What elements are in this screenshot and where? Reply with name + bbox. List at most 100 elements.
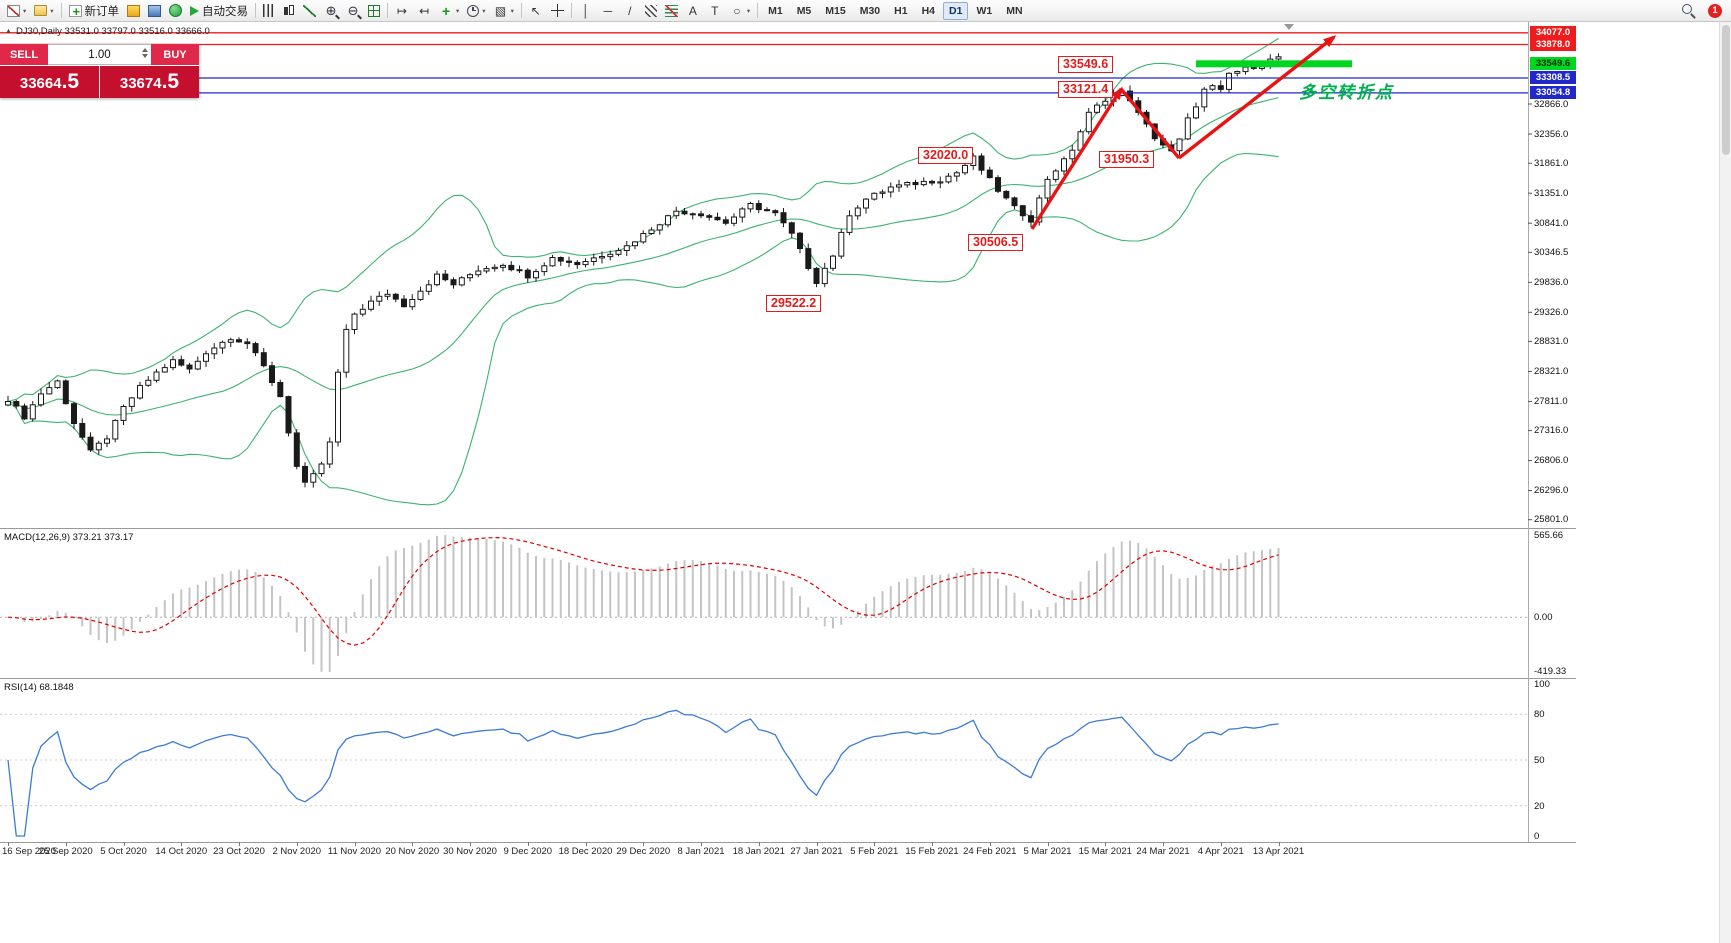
- rsi-label: RSI(14) 68.1848: [4, 682, 74, 693]
- vertical-scrollbar[interactable]: [1719, 22, 1731, 943]
- indicators-icon[interactable]: + ▾: [435, 1, 463, 20]
- text-icon-glyph: A: [688, 3, 697, 18]
- toolbar-separator: [570, 3, 572, 18]
- horizontal-line-icon-glyph: ─: [603, 3, 613, 18]
- buy-button[interactable]: BUY: [151, 44, 199, 65]
- trend-arrow-2[interactable]: [1119, 87, 1181, 160]
- buy-price[interactable]: 33674.5: [100, 66, 199, 98]
- chart-shift-marker[interactable]: [1284, 24, 1294, 30]
- volume-down-icon[interactable]: [142, 54, 148, 58]
- chart-shift-icon[interactable]: ↤: [413, 1, 435, 20]
- bollinger-middle-band[interactable]: [7, 97, 1279, 416]
- shapes-caret[interactable]: ▾: [746, 7, 751, 15]
- timeframe-m5[interactable]: M5: [796, 4, 812, 17]
- volume-field[interactable]: 1.00: [48, 44, 151, 65]
- timeframe-w1[interactable]: W1: [976, 4, 993, 17]
- profiles-caret[interactable]: ▾: [50, 7, 54, 15]
- horizontal-line-icon[interactable]: ─: [597, 1, 619, 20]
- cursor-icon[interactable]: ↖: [525, 1, 547, 20]
- toolbar-separator: [520, 3, 522, 18]
- line-chart-icon[interactable]: [299, 1, 320, 20]
- timeframe-d1[interactable]: D1: [943, 1, 969, 20]
- tile-windows-icon-glyph: [368, 4, 381, 17]
- tile-windows-icon[interactable]: [364, 1, 384, 20]
- templates-icon-glyph: ▧: [494, 3, 507, 18]
- market-watch-icon-glyph: [127, 4, 141, 17]
- label-icon-glyph: T: [711, 3, 719, 18]
- line-chart-icon-glyph: [303, 4, 317, 17]
- search-button[interactable]: [1677, 1, 1700, 20]
- auto-scroll-icon[interactable]: ↦: [391, 1, 413, 20]
- zoom-in-icon-glyph: ⊕: [325, 2, 337, 18]
- templates-caret[interactable]: ▾: [510, 7, 514, 15]
- new-order-button[interactable]: 新订单: [65, 1, 124, 20]
- crosshair-icon[interactable]: [547, 1, 568, 20]
- timeframe-group: M1 M5 M15 M30 H1 H4 D1 W1 MN: [761, 0, 1029, 21]
- data-window-icon-glyph: [148, 4, 162, 17]
- notification-badge[interactable]: 1: [1708, 3, 1722, 18]
- collapse-panel-icon[interactable]: ▲: [5, 28, 12, 35]
- toolbar-separator: [387, 3, 389, 18]
- timeframe-m30[interactable]: M30: [859, 4, 881, 17]
- new-order-label: 新订单: [84, 5, 120, 18]
- trend-arrow-1[interactable]: [1030, 86, 1123, 230]
- support-zone-rectangle[interactable]: [1196, 60, 1352, 68]
- indicators-caret[interactable]: ▾: [456, 7, 460, 15]
- timeframe-h1[interactable]: H1: [894, 4, 908, 17]
- zoom-out-icon[interactable]: ⊖: [342, 1, 364, 20]
- market-watch-icon[interactable]: [123, 1, 144, 20]
- cursor-icon-glyph: ↖: [530, 3, 541, 18]
- indicators-icon-glyph: +: [441, 2, 451, 19]
- sell-price[interactable]: 33664.5: [0, 66, 99, 98]
- channel-icon[interactable]: [641, 1, 661, 20]
- new-chart-caret[interactable]: ▾: [23, 7, 27, 15]
- crosshair-icon-glyph: [550, 4, 564, 17]
- sell-button[interactable]: SELL: [0, 44, 48, 65]
- bollinger-lower-band[interactable]: [7, 152, 1279, 506]
- volume-stepper[interactable]: [142, 48, 148, 58]
- timeframe-m15[interactable]: M15: [825, 4, 846, 17]
- scrollbar-thumb[interactable]: [1722, 25, 1730, 155]
- zoom-in-icon[interactable]: ⊕: [320, 1, 342, 20]
- volume-up-icon[interactable]: [142, 48, 148, 52]
- navigator-icon-glyph: [169, 4, 183, 17]
- templates-icon[interactable]: ▧ ▾: [490, 1, 518, 20]
- search-icon: [1681, 3, 1696, 18]
- label-icon[interactable]: T: [704, 1, 726, 20]
- timeframe-mn[interactable]: MN: [1006, 4, 1023, 17]
- candlestick-chart-icon-glyph: [283, 4, 295, 18]
- macd-signal-line: [7, 536, 1279, 646]
- channel-icon-glyph: [644, 4, 657, 17]
- data-window-icon[interactable]: [144, 1, 165, 20]
- vertical-line-icon-glyph: │: [582, 3, 590, 18]
- new-chart-icon[interactable]: ▾: [3, 1, 30, 20]
- periods-icon[interactable]: ▾: [463, 1, 489, 20]
- fibonacci-icon[interactable]: [661, 1, 682, 20]
- text-icon[interactable]: A: [682, 1, 704, 20]
- one-click-trading-panel: SELL 1.00 BUY 33664.5 33674.5: [0, 44, 199, 98]
- macd-label: MACD(12,26,9) 373.21 373.17: [4, 532, 134, 543]
- shapes-icon[interactable]: ○ ▾: [726, 1, 754, 20]
- autotrading-button[interactable]: 自动交易: [186, 1, 252, 20]
- volume-value: 1.00: [88, 48, 111, 61]
- vertical-line-icon[interactable]: │: [575, 1, 597, 20]
- bar-chart-icon[interactable]: [259, 1, 279, 20]
- navigator-icon[interactable]: [165, 1, 186, 20]
- profiles-icon[interactable]: ▾: [30, 1, 57, 20]
- shapes-icon-glyph: ○: [733, 3, 741, 18]
- chart-title: ▲ DJ30,Daily 33531.0 33797.0 33516.0 336…: [5, 26, 210, 37]
- trendline-icon[interactable]: /: [619, 1, 641, 20]
- autotrading-label: 自动交易: [202, 5, 249, 18]
- new-order-icon: [68, 4, 82, 19]
- auto-scroll-icon-glyph: ↦: [397, 3, 408, 18]
- periods-caret[interactable]: ▾: [482, 7, 486, 15]
- timeframe-m1[interactable]: M1: [768, 4, 783, 17]
- periods-icon-glyph: [467, 4, 480, 17]
- rsi-line: [7, 709, 1279, 837]
- timeframe-h4[interactable]: H4: [921, 4, 936, 17]
- fibonacci-icon-glyph: [664, 4, 678, 17]
- candlestick-chart-icon[interactable]: [279, 1, 299, 20]
- trend-arrow-3[interactable]: [1177, 35, 1337, 160]
